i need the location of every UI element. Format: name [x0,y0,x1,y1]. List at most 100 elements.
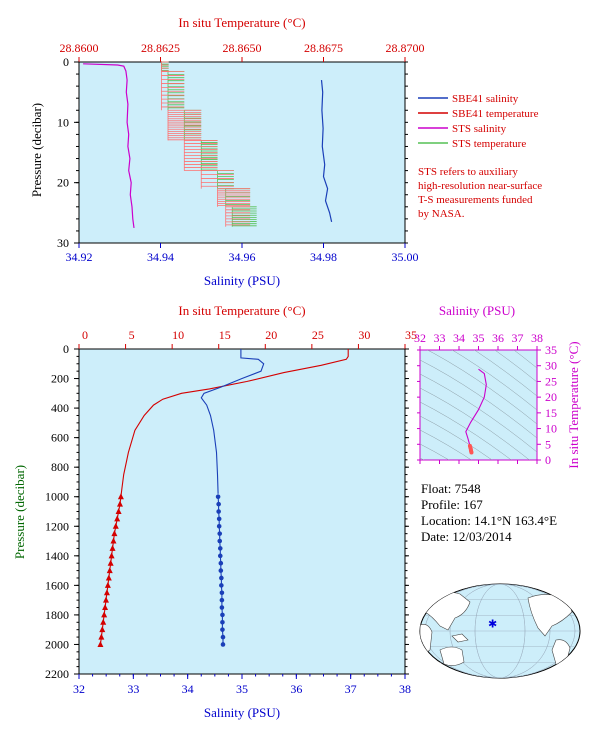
c2-top-tick-label-2: 10 [172,328,184,342]
salinity-marker-12 [219,583,224,588]
c2-bottom-tick-label-4: 36 [290,682,302,696]
map-meridian-5 [449,584,551,678]
chart-2-marks [97,349,349,647]
density-contours [420,350,537,460]
density-contour-8 [420,401,512,460]
ts-marker-6 [469,450,474,455]
profile-number: Profile: 167 [421,497,483,512]
land-north-america [527,594,573,637]
chart-1-bottom-axis-title: Salinity (PSU) [204,273,280,288]
salinity-marker-7 [217,546,223,551]
density-contour-11 [420,443,450,460]
chart-1-marks [83,61,333,228]
legend-label-sbe41-salinity: SBE41 salinity [452,93,519,105]
c3-y-tick-label-3: 15 [545,406,557,420]
density-contour-6 [420,373,537,453]
world-map: ✱ [419,583,581,679]
c1-bottom-tick-label-4: 35.00 [392,250,419,264]
c1-y-tick-label-1: 10 [57,115,69,129]
temperature-marker-1 [116,500,123,507]
c3-y-tick-label-7: 35 [545,343,557,357]
chart-1-y-axis-title: Pressure (decibar) [29,103,44,197]
chart-2-bottom-axis-title: Salinity (PSU) [204,705,280,720]
c2-y-tick-label-8: 1600 [45,578,69,592]
c3-y-tick-label-1: 5 [545,437,551,451]
temperature-marker-16 [101,611,108,618]
c3-x-tick-label-2: 34 [453,331,465,345]
c3-y-tick-label-0: 0 [545,453,551,467]
c1-top-tick-label-1: 28.8625 [141,41,180,55]
temperature-marker-4 [112,522,119,529]
salinity-marker-17 [220,619,225,625]
c2-top-tick-label-6: 30 [358,328,370,342]
salinity-marker-15 [219,605,225,610]
density-contour-1 [494,350,537,383]
chart-1-note: STS refers to auxiliary high-resolution … [418,166,542,220]
salinity-line-0 [320,80,333,223]
c2-y-tick-label-7: 1400 [45,549,69,563]
c2-bottom-tick-label-1: 33 [127,682,139,696]
temperature-marker-15 [102,604,109,611]
salinity-marker-10 [218,568,224,573]
c1-top-tick-label-4: 28.8700 [386,41,425,55]
temperature-marker-12 [104,581,111,588]
salinity-marker-14 [219,597,225,603]
density-contour-3 [451,350,537,411]
profile-line-0 [120,349,349,497]
temperature-marker-13 [103,589,110,596]
c3-y-tick-label-6: 30 [545,359,557,373]
chart-1-legend: SBE41 salinity SBE41 temperature STS sal… [418,93,539,150]
chart-2-axes: 32 33 34 35 36 37 38 0 5 10 15 20 25 30 35 0 200 400 600 80… [45,328,417,696]
note-line-3: T-S measurements funded [418,194,533,206]
density-contour-9 [420,415,493,460]
float-location-marker: ✱ [488,618,497,631]
c2-bottom-tick-label-2: 34 [182,682,194,696]
chart-1: 34.92 34.94 34.96 34.98 35.00 28.8600 28.8625 2… [29,15,542,288]
c3-y-tick-label-4: 20 [545,390,557,404]
legend-label-sts-salinity: STS salinity [452,123,507,135]
salinity-marker-5 [217,531,223,536]
salinity-marker-6 [217,538,223,544]
salinity-marker-2 [216,509,221,514]
chart-3-x-axis-title: Salinity (PSU) [439,303,515,318]
c2-y-tick-label-0: 0 [63,342,69,356]
temperature-marker-5 [111,530,118,537]
c1-y-tick-label-2: 20 [57,176,69,190]
c1-top-tick-label-0: 28.8600 [60,41,99,55]
c3-y-tick-label-5: 25 [545,374,557,388]
chart-1-top-axis-title: In situ Temperature (°C) [178,15,305,30]
land-australia [439,646,465,666]
c1-y-tick-label-3: 30 [57,236,69,250]
c2-bottom-tick-label-0: 32 [73,682,85,696]
c1-bottom-tick-label-0: 34.92 [66,250,93,264]
c1-y-tick-label-0: 0 [63,55,69,69]
c3-y-tick-label-2: 10 [545,422,557,436]
c2-y-tick-label-1: 200 [51,372,69,386]
c2-bottom-tick-label-5: 37 [345,682,357,696]
note-line-2: high-resolution near-surface [418,180,542,192]
chart-2-y-axis-title: Pressure (decibar) [12,465,27,559]
density-contour-0 [513,350,537,369]
c2-y-tick-label-3: 600 [51,431,69,445]
c2-y-tick-label-10: 2000 [45,637,69,651]
density-contour-10 [420,429,472,460]
float-number: Float: 7548 [421,481,481,496]
c1-bottom-tick-label-3: 34.98 [310,250,337,264]
c3-x-tick-label-6: 38 [531,331,543,345]
c2-bottom-tick-label-6: 38 [399,682,411,696]
density-contour-5 [420,359,537,439]
salinity-marker-0 [215,494,221,500]
c3-x-tick-label-0: 32 [414,331,426,345]
salinity-marker-3 [216,516,222,522]
temperature-marker-2 [115,508,122,514]
note-line-1: STS refers to auxiliary [418,166,518,178]
c2-top-tick-label-3: 15 [219,328,231,342]
c3-x-tick-label-1: 33 [434,331,446,345]
map-meridian-4 [474,584,526,678]
temperature-marker-14 [103,596,110,603]
c2-top-tick-label-5: 25 [312,328,324,342]
c2-y-tick-label-2: 400 [51,401,69,415]
temperature-marker-9 [107,559,114,566]
